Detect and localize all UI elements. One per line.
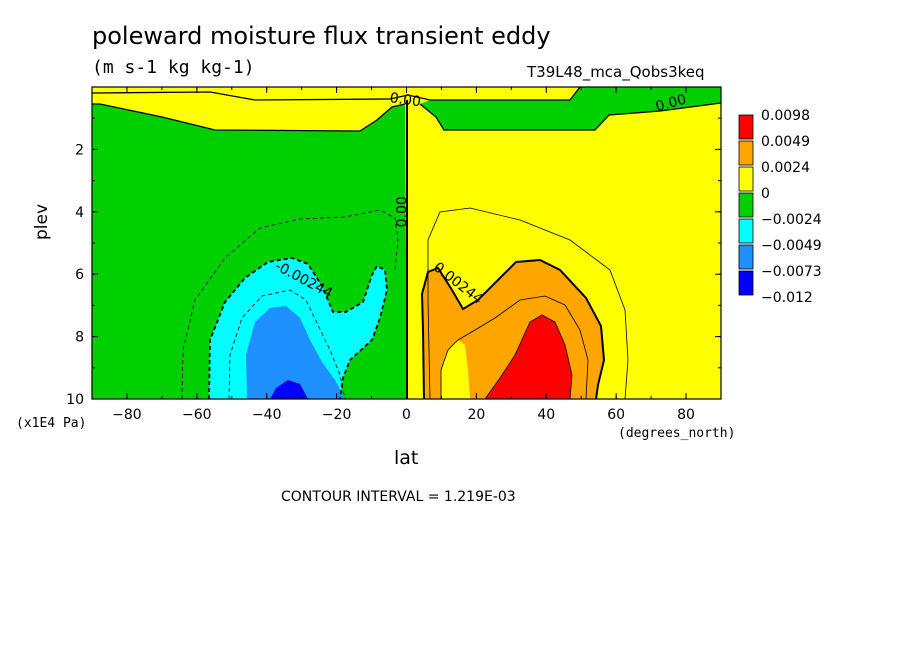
legend-label: 0.0024 [761, 160, 810, 176]
contour-line-dashed-inner [228, 289, 346, 399]
x-axis-units: (degrees_north) [618, 426, 736, 441]
contour-label: 0.00 [395, 196, 411, 227]
legend-label: 0.0049 [761, 134, 810, 150]
x-axis-ticks: −80 −60 −40 −20 0 20 40 60 80 [91, 87, 722, 423]
legend-swatch [738, 114, 754, 140]
x-tick-label: −20 [322, 407, 352, 423]
fill-yellow-notch [441, 340, 470, 399]
chart-title: poleward moisture flux transient eddy [92, 22, 551, 50]
contour-line-strat [92, 87, 581, 101]
fill-green-topright [420, 87, 721, 130]
y-tick-label: 10 [66, 392, 84, 408]
contour-line-solid-mid [420, 258, 606, 399]
contour-line-solid-core [484, 314, 573, 399]
fill-red [485, 315, 572, 399]
x-tick-label: 60 [607, 407, 625, 423]
fill-yellow-strat [92, 87, 408, 100]
legend-swatch [738, 270, 754, 296]
contour-label: 0.00 [654, 92, 688, 116]
x-tick-label: −40 [252, 407, 282, 423]
contour-lines [92, 87, 721, 399]
contour-line-solid-inner [440, 295, 589, 399]
x-tick-label: 80 [677, 407, 695, 423]
x-tick-label: 20 [467, 407, 485, 423]
contour-interval: CONTOUR INTERVAL = 1.219E-03 [281, 489, 516, 505]
contour-line-top-left [92, 103, 406, 132]
contour-line-dashed-outer [181, 209, 399, 399]
contour-line-solid-outer [427, 207, 629, 399]
legend-label: −0.0073 [761, 264, 822, 280]
y-axis-ticks: 2 4 6 8 10 [66, 117, 721, 408]
x-tick-label: 0 [402, 407, 411, 423]
legend-label: 0.0098 [761, 108, 810, 124]
x-tick-label: −60 [182, 407, 212, 423]
run-label: T39L48_mca_Qobs3keq [527, 63, 705, 81]
y-tick-label: 2 [75, 142, 84, 158]
legend-swatch [738, 140, 754, 166]
fill-lightblue [246, 306, 345, 399]
contour-line-dashed-mid [208, 257, 388, 399]
x-tick-label: 40 [537, 407, 555, 423]
legend-label: −0.0024 [761, 212, 822, 228]
legend-swatch [738, 218, 754, 244]
contour-label: 0.00 [389, 90, 422, 110]
fill-blue [270, 380, 308, 399]
x-tick-label: −80 [112, 407, 142, 423]
y-tick-label: 4 [75, 205, 84, 221]
legend-label: −0.012 [761, 290, 813, 306]
y-axis-units: (x1E4 Pa) [16, 416, 87, 431]
chart-units: (m s-1 kg kg-1) [92, 57, 255, 78]
contour-line-top-right [419, 102, 721, 131]
legend-swatch [738, 166, 754, 192]
legend-label: 0 [761, 186, 770, 202]
y-tick-label: 6 [75, 267, 84, 283]
legend-label: −0.0049 [761, 238, 822, 254]
legend-swatch [738, 244, 754, 270]
color-legend: 0.0098 0.0049 0.0024 0 −0.0024 −0.0049 −0.0073… [738, 108, 822, 306]
x-axis-label: lat [394, 447, 419, 469]
y-tick-label: 8 [75, 330, 84, 346]
legend-swatch [738, 192, 754, 218]
